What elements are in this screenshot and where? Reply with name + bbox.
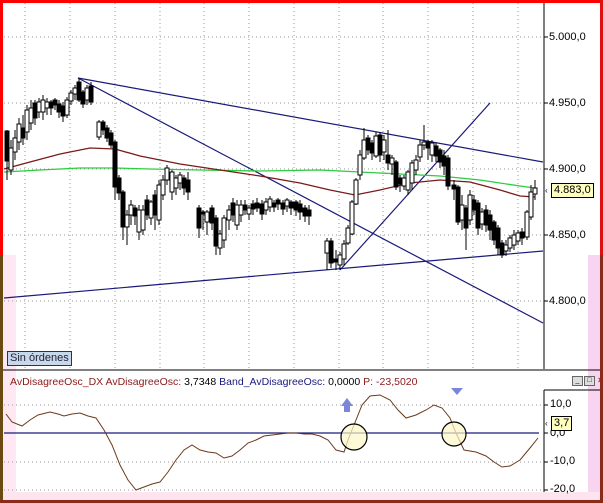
- buy-signal-arrow-icon: [341, 398, 353, 412]
- indicator-name: AvDisagreeOsc_DX: [10, 376, 104, 388]
- svg-text:‹: ‹: [545, 186, 548, 195]
- osc-value: 3,7348: [184, 376, 217, 388]
- window-border: [0, 255, 3, 503]
- left-margin: [3, 255, 16, 500]
- price-axis-tick: 4.850,0: [549, 229, 586, 241]
- bottom-margin: [3, 492, 600, 500]
- indicator-legend: AvDisagreeOsc_DX AvDisagreeOsc: 3,7348 B…: [10, 376, 417, 388]
- sell-signal-arrow-icon: [451, 388, 463, 395]
- orders-status-label[interactable]: Sin órdenes: [7, 351, 72, 366]
- svg-text:‹: ‹: [545, 419, 548, 428]
- maximize-pane-button[interactable]: □: [584, 376, 595, 386]
- p-label: P:: [363, 376, 374, 388]
- osc-axis-tick: -20,0: [550, 483, 576, 495]
- price-axis-tick: 4.950,0: [549, 97, 586, 109]
- osc-axis-tick: 10,0: [550, 398, 572, 410]
- window-border: [0, 0, 3, 255]
- window-border: [600, 0, 603, 255]
- osc-label: AvDisagreeOsc:: [105, 376, 182, 388]
- price-axis-tick: 4.900,0: [549, 163, 586, 175]
- price-axis-tick: 5.000,0: [549, 31, 586, 43]
- window-border: [0, 500, 603, 503]
- band-label: Band_AvDisagreeOsc:: [219, 376, 326, 388]
- window-border: [600, 255, 603, 503]
- pane-window-buttons: _ □ ×: [572, 376, 603, 386]
- band-value: 0,0000: [328, 376, 361, 388]
- osc-axis-tick: -10,0: [550, 455, 576, 467]
- price-axis-tick: 4.800,0: [549, 295, 586, 307]
- minimize-pane-button[interactable]: _: [572, 376, 583, 386]
- last-price-badge: 4.883,0: [551, 183, 594, 198]
- window-border: [0, 0, 603, 3]
- p-value: -23,5020: [376, 376, 418, 388]
- last-osc-badge: 3,7: [551, 416, 573, 431]
